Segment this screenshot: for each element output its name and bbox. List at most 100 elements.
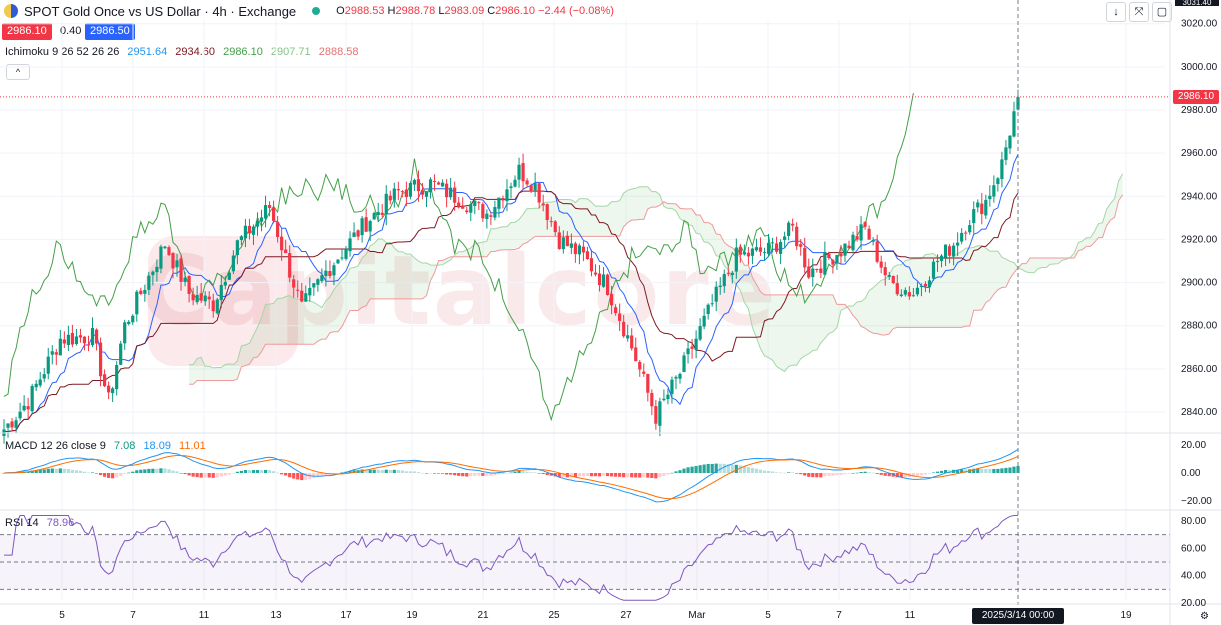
candle <box>18 402 22 421</box>
sell-button[interactable]: 2986.10 <box>2 23 52 40</box>
macd-histogram-bar <box>219 473 223 477</box>
macd-histogram-bar <box>392 469 396 473</box>
buy-button[interactable]: 2986.50 <box>85 23 135 40</box>
macd-histogram-bar <box>799 473 803 475</box>
macd-histogram-bar <box>855 472 859 474</box>
macd-histogram-bar <box>803 473 807 476</box>
macd-histogram-bar <box>726 464 730 473</box>
candle-body <box>98 342 103 377</box>
macd-tick-label: 20.00 <box>1181 440 1206 451</box>
macd-histogram-bar <box>738 465 742 473</box>
candle <box>163 245 167 249</box>
candle <box>517 157 521 188</box>
candle-body <box>835 255 839 264</box>
macd-histogram-bar <box>549 473 553 476</box>
candle-body <box>758 247 763 252</box>
candle-body <box>931 261 936 279</box>
candle-body <box>284 249 288 254</box>
macd-histogram-bar <box>553 473 557 477</box>
candle-body <box>505 189 509 202</box>
macd-histogram-bar <box>408 471 413 473</box>
candle <box>384 185 388 226</box>
candle <box>622 314 626 338</box>
macd-legend[interactable]: MACD 12 26 close 9 7.08 18.09 11.01 <box>5 440 211 452</box>
macd-histogram-bar <box>682 468 686 473</box>
macd-histogram-bar <box>939 470 944 473</box>
macd-histogram-bar <box>227 473 231 475</box>
candle-body <box>811 268 815 278</box>
scroll-down-icon[interactable]: ↓ <box>1106 2 1126 22</box>
macd-histogram-bar <box>183 473 187 475</box>
price-tick-label: 3020.00 <box>1181 19 1218 30</box>
candle <box>457 197 461 209</box>
candle <box>94 328 99 351</box>
macd-histogram-bar <box>597 473 602 477</box>
candle-body <box>646 373 650 393</box>
settings-gear-icon[interactable]: ⚙ <box>1200 611 1209 622</box>
macd-histogram-bar <box>758 469 763 473</box>
candle <box>698 318 702 342</box>
macd-histogram-bar <box>211 473 215 478</box>
macd-histogram-bar <box>469 473 473 477</box>
ichimoku-tenkan-value: 2951.64 <box>127 46 168 58</box>
candle <box>46 347 50 380</box>
macd-histogram-bar <box>690 466 694 473</box>
macd-histogram-bar <box>420 472 425 474</box>
candle-body <box>972 209 976 224</box>
macd-histogram-bar <box>919 473 924 476</box>
candle <box>139 287 143 296</box>
candle-body <box>541 203 545 206</box>
candle <box>404 181 408 207</box>
macd-histogram-bar <box>835 473 839 476</box>
candle <box>545 203 549 230</box>
symbol-title[interactable]: SPOT Gold Once vs US Dollar · 4h · Excha… <box>24 3 297 19</box>
candle <box>968 219 972 235</box>
rsi-legend[interactable]: RSI 14 78.96 <box>5 517 79 529</box>
macd-histogram-bar <box>312 473 316 479</box>
candle-body <box>1008 135 1012 149</box>
candle <box>211 293 215 318</box>
candle-body <box>823 252 827 275</box>
price-tick-label: 2900.00 <box>1181 278 1218 289</box>
candle <box>388 190 392 205</box>
candle-body <box>50 351 54 355</box>
candle <box>666 388 670 405</box>
fullscreen-icon[interactable]: ⤧ <box>1129 2 1149 22</box>
ichimoku-cloud <box>189 173 1124 385</box>
price-tick-label: 2960.00 <box>1181 148 1218 159</box>
candle-body <box>887 274 891 277</box>
macd-histogram-bar <box>352 470 356 473</box>
candle <box>634 337 638 362</box>
candle <box>799 239 803 256</box>
candle <box>58 329 62 356</box>
candle <box>626 324 630 342</box>
candle <box>115 361 119 396</box>
candle <box>585 246 590 260</box>
candle <box>239 234 244 246</box>
macd-histogram-bar <box>304 473 308 480</box>
candle-body <box>577 245 582 255</box>
candle-body <box>799 244 803 247</box>
candle <box>939 254 944 268</box>
candle-body <box>82 336 87 344</box>
macd-histogram-bar <box>638 473 642 478</box>
candle-body <box>859 224 863 241</box>
macd-histogram-bar <box>416 472 421 473</box>
grid-lines <box>0 20 1165 600</box>
macd-histogram-bar <box>243 470 248 473</box>
macd-histogram-bar <box>529 472 533 473</box>
candle <box>678 372 682 384</box>
candle <box>706 303 710 320</box>
collapse-legend-button[interactable]: ^ <box>6 64 30 80</box>
screenshot-icon[interactable]: ▢ <box>1152 2 1172 22</box>
time-tick-label: Mar <box>688 610 706 621</box>
candle-body <box>609 293 614 306</box>
candle-body <box>783 236 787 240</box>
macd-histogram-bar <box>239 470 244 473</box>
candle-body <box>203 295 207 302</box>
candle <box>78 328 83 343</box>
candle-body <box>738 247 742 255</box>
candle <box>364 208 368 232</box>
candle <box>843 243 847 263</box>
